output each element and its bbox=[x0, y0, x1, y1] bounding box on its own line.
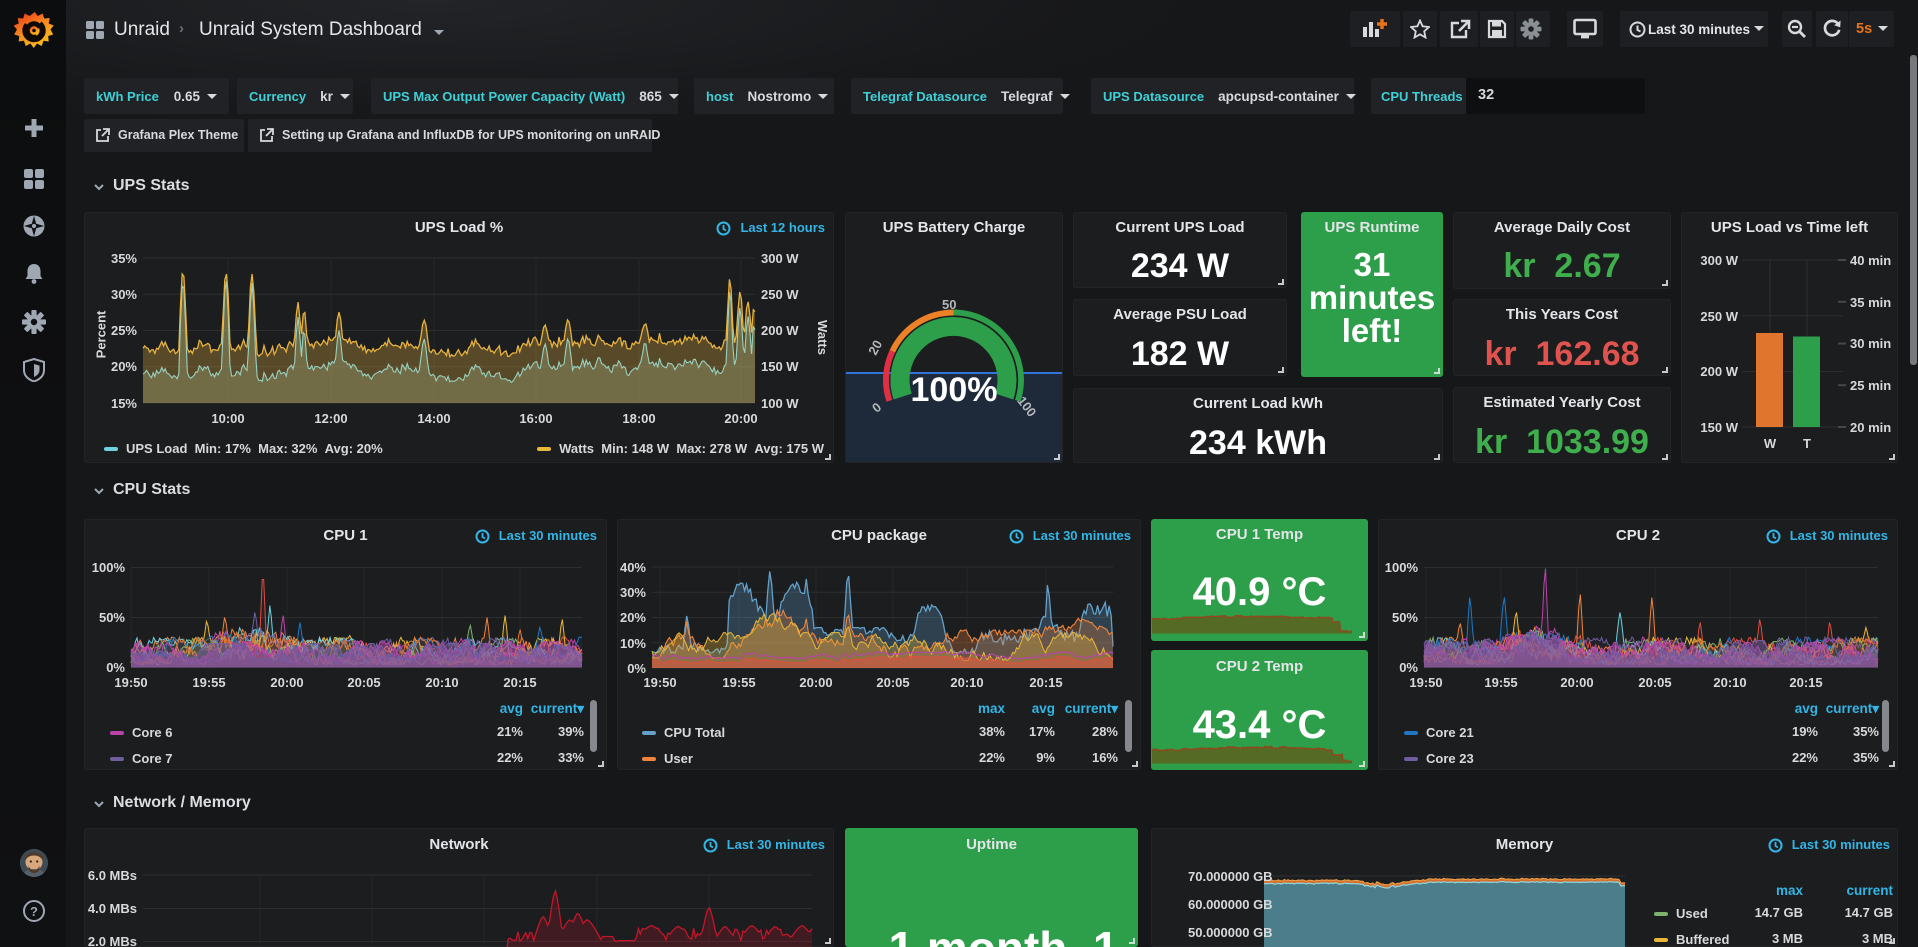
svg-text:?: ? bbox=[30, 904, 38, 919]
